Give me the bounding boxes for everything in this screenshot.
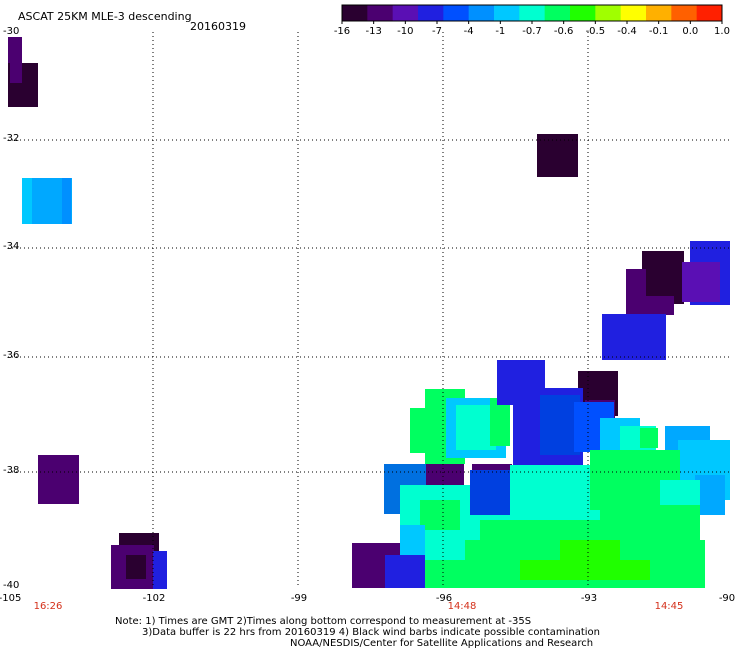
lon-label: -105 [0, 593, 22, 604]
colorbar-segment [570, 5, 596, 21]
colorbar-tick-label: 0.0 [682, 26, 699, 37]
colorbar-tick-label: 1.0 [714, 26, 730, 37]
lon-label: -93 [580, 593, 598, 604]
colorbar-tick-label: -4 [463, 26, 474, 37]
plot-date: 20160319 [190, 20, 246, 33]
wind-data-cell [400, 525, 425, 555]
colorbar-segment [443, 5, 470, 21]
lon-label: -90 [718, 593, 736, 604]
wind-data-cell [537, 134, 578, 177]
wind-data-cell [490, 398, 510, 446]
colorbar-segment [620, 5, 647, 21]
colorbar-tick-label: -1 [495, 26, 506, 37]
wind-data-cell [456, 405, 496, 450]
wind-data-cell [126, 555, 146, 579]
wind-data-cell [38, 455, 79, 504]
colorbar-tick-label: -0.7 [522, 26, 542, 37]
wind-data-cell [426, 464, 464, 489]
wind-data-cell [510, 465, 600, 525]
lat-label: -32 [3, 133, 20, 144]
colorbar-tick-label: -0.5 [585, 26, 606, 37]
colorbar-segment [696, 5, 723, 21]
plot-title: ASCAT 25KM MLE-3 descending [18, 10, 192, 23]
colorbar-tick-label: -10 [397, 26, 414, 37]
colorbar-segment [519, 5, 546, 21]
lat-label: -34 [3, 241, 20, 252]
colorbar-tick-label: -0.4 [617, 26, 637, 37]
wind-data-cell [520, 560, 690, 580]
wind-data-cell [650, 560, 690, 580]
wind-data-cell [540, 395, 580, 455]
colorbar-segment [494, 5, 520, 21]
lat-label: -40 [3, 580, 20, 591]
wind-data-cell [425, 530, 465, 560]
wind-data-cell [602, 314, 666, 360]
colorbar-segment [367, 5, 394, 21]
note-line-3: NOAA/NESDIS/Center for Satellite Applica… [290, 638, 594, 649]
colorbar-segment [392, 5, 419, 21]
wind-data-cell [385, 555, 425, 588]
time-label: 16:26 [33, 601, 63, 612]
colorbar-segment [468, 5, 495, 21]
lat-label: -36 [3, 350, 20, 361]
wind-data-cell [22, 178, 32, 224]
lat-label: -38 [3, 465, 20, 476]
colorbar-segment [595, 5, 622, 21]
note-line-1: Note: 1) Times are GMT 2)Times along bot… [115, 616, 532, 627]
colorbar-segment [418, 5, 444, 21]
wind-data-cell [8, 37, 22, 63]
lon-label: -102 [142, 593, 166, 604]
colorbar-segment [544, 5, 571, 21]
colorbar-tick-label: -7 [432, 26, 442, 37]
wind-data-cell [153, 551, 167, 589]
wind-data-cell [640, 428, 658, 448]
wind-data-cell [420, 500, 460, 530]
time-label: 14:45 [654, 601, 684, 612]
colorbar-tick-label: -16 [333, 26, 351, 37]
wind-data-cell [62, 178, 71, 224]
colorbar-segment [342, 5, 368, 21]
lon-label: -99 [290, 593, 308, 604]
colorbar-tick-label: -0.6 [553, 26, 574, 37]
lat-label: -30 [3, 26, 20, 37]
colorbar [341, 4, 723, 24]
colorbar-tick-label: -0.1 [648, 26, 669, 37]
wind-data-cell [10, 63, 22, 83]
wind-data-cell [682, 262, 720, 302]
colorbar-segment [646, 5, 672, 21]
lon-label: -96 [435, 593, 453, 604]
colorbar-tick-label: -13 [365, 26, 382, 37]
grid-lines [8, 32, 730, 588]
colorbar-segment [671, 5, 698, 21]
data-patches [8, 37, 730, 589]
note-line-2: 3)Data buffer is 22 hrs from 20160319 4)… [142, 627, 600, 638]
wind-data-cell [646, 266, 676, 296]
time-label: 14:48 [447, 601, 477, 612]
